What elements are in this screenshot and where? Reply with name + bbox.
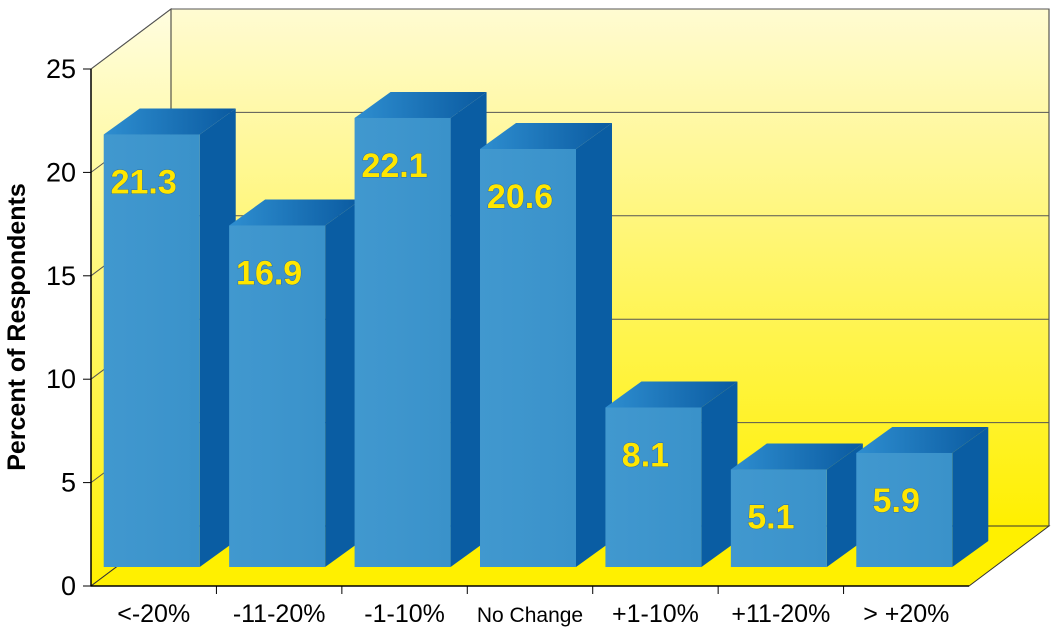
x-category-label: -1-10% bbox=[364, 600, 445, 628]
bar bbox=[480, 122, 612, 567]
bar-front bbox=[103, 134, 200, 568]
data-label: 5.1 bbox=[747, 499, 794, 537]
data-label: 22.1 bbox=[361, 147, 427, 185]
bar-front bbox=[229, 225, 326, 567]
data-label: 5.9 bbox=[873, 482, 920, 520]
bar-side bbox=[952, 426, 989, 567]
bar bbox=[605, 381, 738, 567]
bar-top bbox=[730, 443, 863, 470]
y-tick-label: 15 bbox=[46, 261, 76, 291]
gridline bbox=[90, 8, 1049, 70]
axes bbox=[83, 68, 969, 594]
bar bbox=[229, 199, 362, 567]
y-tick-label: 0 bbox=[61, 571, 76, 601]
bar-front bbox=[605, 407, 702, 567]
bar bbox=[730, 443, 863, 567]
x-category-label: -11-20% bbox=[233, 600, 326, 628]
labels: 0 5 10 15 20 25 21.3 <-20% 16.9 -11-20% 22.1 -1-10%… bbox=[46, 54, 949, 628]
bar-top bbox=[229, 199, 362, 226]
bar-front bbox=[856, 452, 953, 567]
y-tick-label: 20 bbox=[46, 157, 76, 187]
y-tick-label: 10 bbox=[46, 364, 76, 394]
bar-top bbox=[605, 381, 738, 408]
bar-top bbox=[103, 108, 236, 135]
y-tick-label: 5 bbox=[61, 468, 76, 498]
x-category-label: +11-20% bbox=[731, 600, 830, 628]
x-category-label: > +20% bbox=[863, 600, 949, 628]
data-label: 8.1 bbox=[622, 436, 669, 474]
y-tick-label: 25 bbox=[46, 54, 76, 84]
bar-side bbox=[450, 91, 487, 568]
bar bbox=[103, 108, 236, 568]
bar-side bbox=[826, 443, 863, 567]
bar-side bbox=[325, 199, 362, 567]
bar-side bbox=[701, 381, 738, 567]
y-axis-label: Percent of Respondents bbox=[3, 183, 31, 471]
bars bbox=[103, 91, 989, 568]
bar-front bbox=[480, 148, 576, 567]
bar-front bbox=[730, 469, 827, 567]
bar bbox=[856, 426, 989, 567]
bar-front bbox=[354, 117, 451, 568]
bar bbox=[354, 91, 487, 568]
bar-side bbox=[199, 108, 236, 568]
x-category-label: <-20% bbox=[117, 600, 190, 628]
data-label: 20.6 bbox=[487, 178, 553, 216]
bar-side bbox=[576, 122, 612, 567]
data-label: 21.3 bbox=[111, 164, 177, 202]
x-category-label: No Change bbox=[477, 604, 583, 627]
bar-top bbox=[856, 426, 989, 453]
bar-top bbox=[480, 122, 612, 149]
data-label: 16.9 bbox=[236, 255, 302, 293]
x-category-label: +1-10% bbox=[612, 600, 699, 628]
bar-top bbox=[354, 91, 487, 118]
